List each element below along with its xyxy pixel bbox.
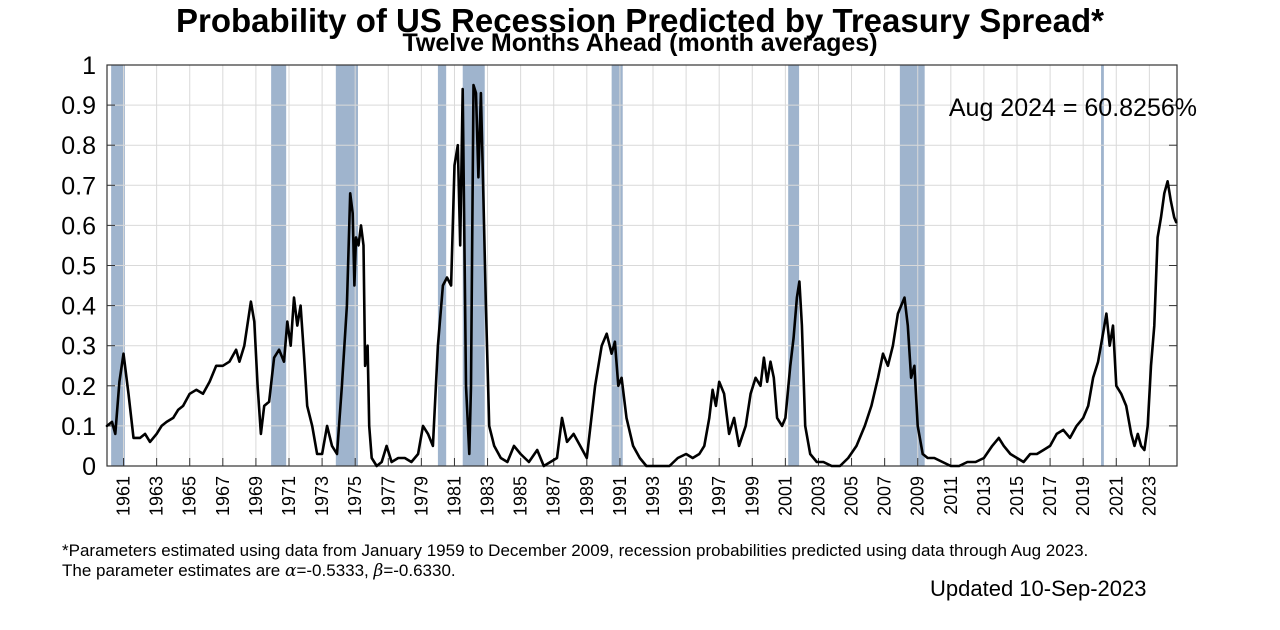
footnote-line-2-prefix: The parameter estimates are bbox=[62, 561, 285, 580]
beta-value: =-0.6330. bbox=[383, 561, 456, 580]
series-line-0 bbox=[105, 83, 1178, 468]
y-tick-label-6: 0.6 bbox=[61, 212, 96, 240]
x-tick-label-1963: 1963 bbox=[147, 476, 167, 516]
y-tick-label-9: 0.9 bbox=[61, 92, 96, 120]
y-tick-label-2: 0.2 bbox=[61, 373, 96, 401]
x-tick-label-2003: 2003 bbox=[808, 476, 828, 516]
y-tick-label-1: 0.1 bbox=[61, 413, 96, 441]
y-tick-label-7: 0.7 bbox=[61, 172, 96, 200]
x-tick-label-2009: 2009 bbox=[908, 476, 928, 516]
x-tick-label-1989: 1989 bbox=[577, 476, 597, 516]
x-tick-label-1975: 1975 bbox=[345, 476, 365, 516]
axis-ticks: 0 0.1 0.2 0.3 0.4 0.5 0.6 0.7 0.8 0.9 1 1961 1963 196… bbox=[61, 52, 1177, 516]
x-tick-label-2019: 2019 bbox=[1073, 476, 1093, 516]
x-tick-label-1965: 1965 bbox=[180, 476, 200, 516]
x-tick-label-1961: 1961 bbox=[114, 476, 134, 516]
chart-subtitle: Twelve Months Ahead (month averages) bbox=[402, 29, 877, 57]
x-tick-label-1995: 1995 bbox=[676, 476, 696, 516]
x-tick-label-1973: 1973 bbox=[312, 476, 332, 516]
x-tick-label-1987: 1987 bbox=[544, 476, 564, 516]
y-tick-label-8: 0.8 bbox=[61, 132, 96, 160]
y-tick-label-4: 0.4 bbox=[61, 293, 96, 321]
footnote-line-2: The parameter estimates are α=-0.5333, β… bbox=[62, 561, 456, 581]
x-tick-label-2007: 2007 bbox=[875, 476, 895, 516]
y-tick-label-5: 0.5 bbox=[61, 253, 96, 281]
x-tick-label-1985: 1985 bbox=[511, 476, 531, 516]
x-tick-label-1969: 1969 bbox=[246, 476, 266, 516]
y-tick-label-10: 1 bbox=[82, 52, 96, 80]
x-tick-label-2023: 2023 bbox=[1139, 476, 1159, 516]
x-tick-label-1993: 1993 bbox=[643, 476, 663, 516]
chart-title: Probability of US Recession Predicted by… bbox=[176, 2, 1104, 39]
y-tick-label-0: 0 bbox=[82, 453, 96, 481]
x-tick-label-2013: 2013 bbox=[974, 476, 994, 516]
x-tick-label-2015: 2015 bbox=[1007, 476, 1027, 516]
x-tick-label-2001: 2001 bbox=[775, 476, 795, 516]
x-tick-label-2005: 2005 bbox=[842, 476, 862, 516]
x-tick-label-1997: 1997 bbox=[709, 476, 729, 516]
x-tick-label-2011: 2011 bbox=[941, 476, 961, 515]
y-tick-label-3: 0.3 bbox=[61, 333, 96, 361]
annotation-latest: Aug 2024 = 60.8256% bbox=[949, 94, 1197, 122]
x-tick-label-1979: 1979 bbox=[411, 476, 431, 516]
alpha-value: =-0.5333, bbox=[296, 561, 374, 580]
x-tick-label-2017: 2017 bbox=[1040, 476, 1060, 516]
alpha-symbol: α bbox=[284, 561, 297, 581]
x-tick-label-1971: 1971 bbox=[279, 476, 299, 516]
x-tick-label-1967: 1967 bbox=[213, 476, 233, 516]
x-tick-label-1983: 1983 bbox=[478, 476, 498, 516]
x-tick-label-1991: 1991 bbox=[610, 476, 630, 516]
x-tick-label-1981: 1981 bbox=[444, 476, 464, 516]
updated-date: Updated 10-Sep-2023 bbox=[930, 576, 1147, 601]
x-tick-label-2021: 2021 bbox=[1106, 476, 1126, 516]
grid bbox=[107, 64, 1177, 467]
series-layer bbox=[105, 83, 1178, 468]
x-tick-label-1977: 1977 bbox=[378, 476, 398, 516]
footnote-line-1: *Parameters estimated using data from Ja… bbox=[62, 541, 1089, 560]
beta-symbol: β bbox=[373, 561, 384, 581]
x-tick-label-1999: 1999 bbox=[742, 476, 762, 516]
